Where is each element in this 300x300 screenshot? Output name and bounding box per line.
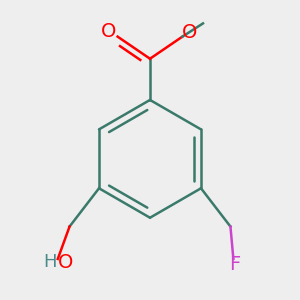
Text: O: O [182, 23, 197, 42]
Text: O: O [58, 253, 74, 272]
Text: F: F [229, 255, 241, 274]
Text: H: H [44, 254, 57, 272]
Text: O: O [101, 22, 116, 41]
